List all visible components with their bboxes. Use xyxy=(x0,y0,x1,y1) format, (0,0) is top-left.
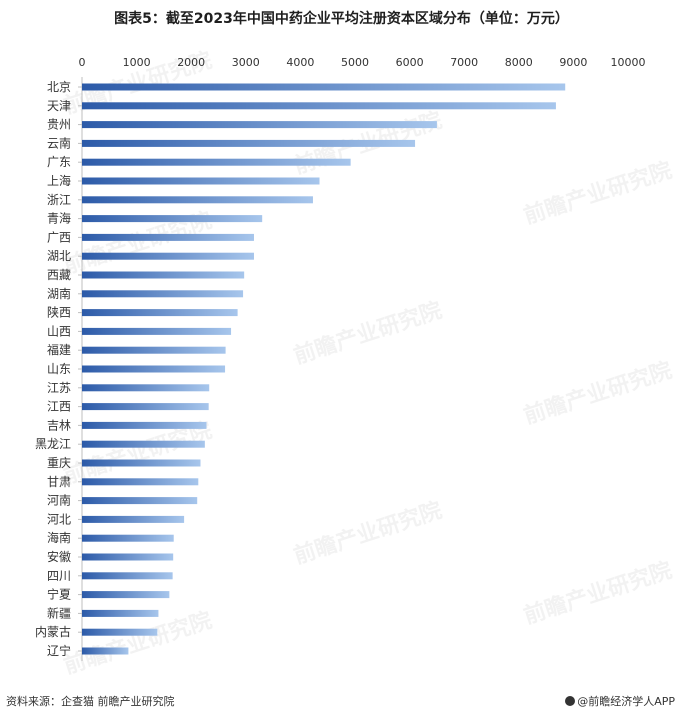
bar xyxy=(82,515,185,523)
y-category-label: 天津 xyxy=(47,99,71,113)
bar xyxy=(82,102,556,110)
bar xyxy=(82,647,129,655)
y-category-label: 山西 xyxy=(47,324,71,338)
y-category-label: 青海 xyxy=(47,211,71,226)
bar xyxy=(82,609,159,617)
y-category-label: 吉林 xyxy=(47,418,71,432)
x-tick-label: 6000 xyxy=(396,56,424,69)
watermark-text: 前瞻产业研究院 xyxy=(61,607,216,679)
x-tick-label: 0 xyxy=(79,56,86,69)
y-category-label: 湖北 xyxy=(47,248,71,263)
watermark-text: 前瞻产业研究院 xyxy=(521,157,676,229)
y-category-label: 黑龙江 xyxy=(35,437,71,451)
x-tick-label: 4000 xyxy=(286,56,314,69)
brand-text: @前瞻经济学人APP xyxy=(577,695,675,708)
y-category-label: 广西 xyxy=(47,230,71,244)
x-tick-label: 7000 xyxy=(450,56,478,69)
watermark-text: 前瞻产业研究院 xyxy=(291,297,446,369)
bar-chart: 前瞻产业研究院前瞻产业研究院前瞻产业研究院前瞻产业研究院前瞻产业研究院前瞻产业研… xyxy=(35,47,676,679)
bar xyxy=(82,572,173,580)
bar xyxy=(82,384,210,392)
x-tick-label: 1000 xyxy=(123,56,151,69)
y-category-label: 云南 xyxy=(47,135,71,150)
x-tick-label: 2000 xyxy=(177,56,205,69)
bar xyxy=(82,83,566,91)
watermark-text: 前瞻产业研究院 xyxy=(291,497,446,569)
source-note: 资料来源：企查猫 前瞻产业研究院 xyxy=(6,695,175,708)
y-category-label: 广东 xyxy=(47,155,71,169)
watermark-text: 前瞻产业研究院 xyxy=(521,557,676,629)
y-category-label: 海南 xyxy=(47,530,71,545)
x-tick-label: 9000 xyxy=(559,56,587,69)
y-category-label: 上海 xyxy=(47,173,71,188)
bar xyxy=(82,534,174,542)
y-category-label: 山东 xyxy=(47,362,71,376)
bar xyxy=(82,177,320,185)
bar xyxy=(82,309,238,317)
bar xyxy=(82,440,205,448)
bars xyxy=(82,83,566,655)
watermark-text: 前瞻产业研究院 xyxy=(521,357,676,429)
y-category-label: 辽宁 xyxy=(47,643,71,658)
bar xyxy=(82,158,351,166)
y-category-label: 北京 xyxy=(47,80,71,94)
bar xyxy=(82,591,170,599)
bar xyxy=(82,628,158,636)
bar xyxy=(82,478,199,486)
bar xyxy=(82,121,437,129)
bar xyxy=(82,421,207,429)
bar xyxy=(82,139,416,147)
y-category-label: 江西 xyxy=(47,400,71,414)
brand-logo-icon xyxy=(565,696,576,706)
y-category-label: 甘肃 xyxy=(47,475,71,489)
y-category-label: 宁夏 xyxy=(47,587,71,602)
y-category-label: 内蒙古 xyxy=(35,624,71,639)
bar xyxy=(82,327,232,335)
y-category-label: 陕西 xyxy=(47,305,71,320)
y-category-label: 重庆 xyxy=(47,456,71,470)
bar xyxy=(82,497,198,505)
bar xyxy=(82,459,201,467)
bar xyxy=(82,290,244,298)
bar xyxy=(82,271,245,279)
bar xyxy=(82,346,226,354)
y-category-label: 河北 xyxy=(47,512,71,526)
y-category-label: 新疆 xyxy=(47,605,71,620)
bar xyxy=(82,196,313,204)
y-category-label: 安徽 xyxy=(47,549,71,564)
y-category-label: 湖南 xyxy=(47,286,71,301)
x-tick-label: 3000 xyxy=(232,56,260,69)
x-tick-label: 8000 xyxy=(505,56,533,69)
bar xyxy=(82,553,174,561)
bar xyxy=(82,215,263,223)
x-tick-label: 5000 xyxy=(341,56,369,69)
bar xyxy=(82,365,226,373)
y-category-label: 贵州 xyxy=(47,118,71,132)
x-tick-label: 10000 xyxy=(611,56,646,69)
y-category-label: 浙江 xyxy=(47,193,71,207)
y-category-label: 福建 xyxy=(47,342,71,357)
bar xyxy=(82,233,254,241)
brand-note: @前瞻经济学人APP xyxy=(565,693,675,709)
y-axis: 北京天津贵州云南广东上海浙江青海广西湖北西藏湖南陕西山西福建山东江苏江西吉林黑龙… xyxy=(35,77,83,661)
x-axis: 0 1000 2000 3000 4000 5000 6000 7000 8000 9000 100… xyxy=(79,56,646,69)
y-category-label: 四川 xyxy=(47,569,71,583)
y-category-label: 河南 xyxy=(47,493,71,508)
bar xyxy=(82,403,209,411)
bar xyxy=(82,252,254,260)
y-category-label: 江苏 xyxy=(47,381,71,395)
chart-title: 图表5：截至2023年中国中药企业平均注册资本区域分布（单位：万元） xyxy=(114,11,569,27)
y-category-label: 西藏 xyxy=(47,268,71,282)
